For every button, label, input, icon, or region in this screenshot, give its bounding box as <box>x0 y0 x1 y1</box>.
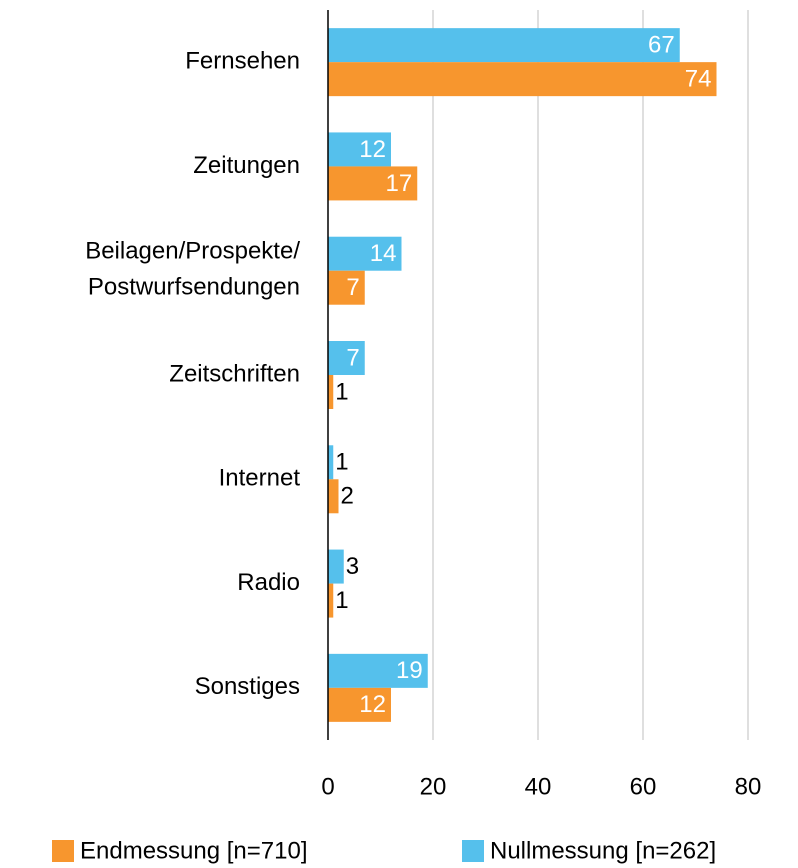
y-tick-label: Internet <box>219 465 301 492</box>
bar <box>328 445 334 480</box>
data-label: 14 <box>370 240 397 267</box>
data-label: 67 <box>648 31 675 58</box>
y-tick-label: Zeitschriften <box>169 360 300 387</box>
x-tick-label: 20 <box>420 773 447 800</box>
bar <box>328 375 334 409</box>
y-tick-label: Fernsehen <box>185 47 300 74</box>
legend-label: Endmessung [n=710] <box>80 837 308 864</box>
legend-swatch <box>52 840 74 862</box>
bar <box>328 479 339 514</box>
data-label: 1 <box>335 378 348 405</box>
y-tick-label: Sonstiges <box>195 673 300 700</box>
bar <box>328 653 428 688</box>
bar <box>328 583 334 618</box>
bar <box>328 687 391 722</box>
data-label: 19 <box>396 657 423 684</box>
bar <box>328 341 365 375</box>
data-label: 12 <box>359 136 386 163</box>
bar <box>328 28 680 63</box>
x-tick-label: 0 <box>321 773 334 800</box>
data-label: 1 <box>335 449 348 476</box>
x-tick-label: 80 <box>735 773 762 800</box>
data-label: 3 <box>346 553 359 580</box>
bar <box>328 549 344 584</box>
data-label: 7 <box>346 344 359 371</box>
y-tick-label: Zeitungen <box>193 152 300 179</box>
data-label: 2 <box>341 483 354 510</box>
data-label: 1 <box>335 587 348 614</box>
bar <box>328 132 391 167</box>
bar <box>328 236 402 271</box>
data-label: 12 <box>359 691 386 718</box>
x-tick-label: 60 <box>630 773 657 800</box>
bar <box>328 166 418 201</box>
data-label: 7 <box>346 274 359 301</box>
data-label: 74 <box>685 65 712 92</box>
data-label: 17 <box>386 170 413 197</box>
x-tick-label: 40 <box>525 773 552 800</box>
bar <box>328 62 717 97</box>
bar <box>328 270 365 305</box>
legend-swatch <box>462 840 484 862</box>
y-tick-label: Radio <box>237 569 300 596</box>
legend-label: Nullmessung [n=262] <box>490 837 716 864</box>
y-tick-label: Beilagen/Prospekte/Postwurfsendungen <box>85 238 300 301</box>
